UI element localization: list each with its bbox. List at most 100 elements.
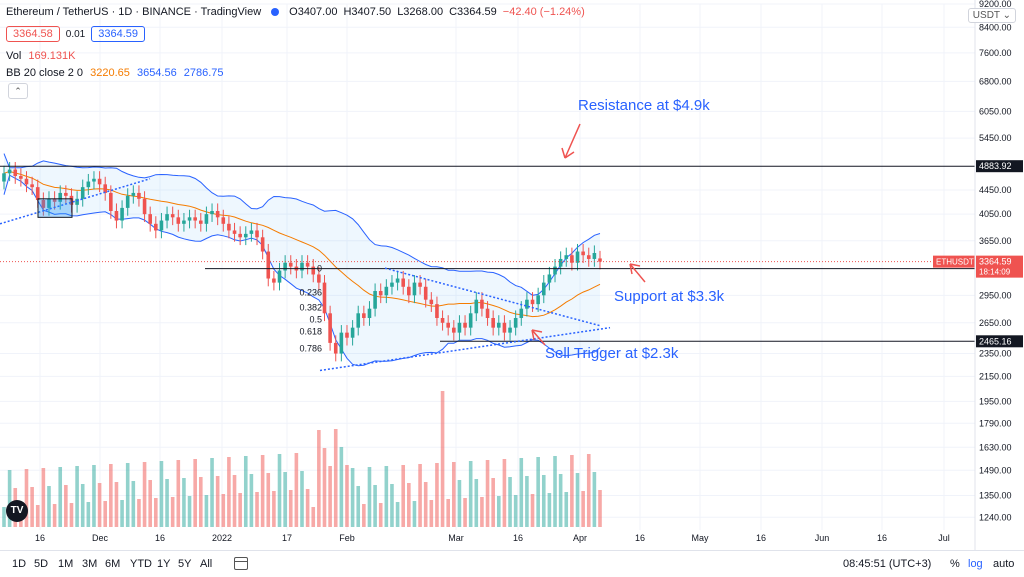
price-tick-label: 4450.00 (979, 185, 1012, 195)
volume-bar (210, 458, 214, 527)
time-tick-label: 17 (282, 533, 292, 543)
candle-body (530, 299, 535, 305)
volume-bar (547, 493, 552, 527)
vol-value: 169.131K (28, 50, 76, 62)
ohlc-change: −42.40 (−1.24%) (502, 6, 585, 18)
tf-5y[interactable]: 5Y (178, 558, 192, 570)
volume-bar (193, 459, 197, 527)
volume-bar (339, 447, 344, 527)
volume-bar (300, 471, 304, 527)
symbol-title[interactable]: Ethereum / TetherUS · 1D · BINANCE · Tra… (6, 6, 262, 18)
time-tick-label: 16 (513, 533, 523, 543)
auto-toggle[interactable]: auto (993, 558, 1015, 570)
candle-body (109, 192, 113, 212)
sell-trigger-price-label: 2465.16 (979, 336, 1012, 346)
last-price-box (976, 255, 1023, 278)
time-tick-label: Apr (573, 533, 587, 543)
candle-body (131, 192, 136, 196)
tf-ytd[interactable]: YTD (130, 558, 152, 570)
tf-1y[interactable]: 1Y (157, 558, 171, 570)
tf-1m[interactable]: 1M (58, 558, 74, 570)
volume-bar (148, 480, 152, 527)
market-status-icon (271, 8, 280, 16)
tf-1d[interactable]: 1D (12, 558, 27, 570)
percent-toggle[interactable]: % (950, 558, 960, 570)
price-chart[interactable]: ETHUSDT 0 0.236 0.382 0.5 0.618 0.786 9200.00 8… (0, 0, 1024, 550)
volume-indicator-legend[interactable]: Vol 169.131K (6, 50, 75, 62)
volume-bar (198, 477, 203, 527)
resistance-annotation: Resistance at $4.9k (578, 97, 710, 114)
tf-3m[interactable]: 3M (82, 558, 98, 570)
clock[interactable]: 08:45:51 (UTC+3) (843, 558, 932, 570)
volume-bar (80, 484, 85, 527)
volume-bar (142, 462, 147, 527)
sell-price-button[interactable]: 3364.58 (6, 26, 60, 42)
candle-body (35, 187, 40, 200)
candle-body (581, 251, 585, 256)
currency-select[interactable]: USDT ⌄ (967, 8, 1016, 23)
candle-body (395, 278, 400, 283)
candle-body (125, 195, 130, 208)
volume-bar (333, 429, 338, 527)
candle-body (468, 313, 473, 328)
tradingview-logo[interactable]: TV (6, 500, 28, 522)
candle-body (547, 274, 552, 283)
volume-bar (243, 456, 248, 527)
volume-bar (69, 503, 74, 527)
candle-body (255, 230, 259, 238)
volume-bar (176, 460, 181, 527)
collapse-legend-button[interactable]: ⌃ (8, 83, 28, 99)
tf-all[interactable]: All (200, 558, 213, 570)
volume-bar (221, 494, 226, 527)
sell-arrow-icon (531, 329, 546, 346)
candle-body (193, 217, 197, 221)
price-tick-label: 1790.00 (979, 418, 1012, 428)
tf-5d[interactable]: 5D (34, 558, 49, 570)
tf-6m[interactable]: 6M (105, 558, 121, 570)
descending-trendline (384, 267, 601, 327)
bb-lower: 2786.75 (183, 67, 224, 79)
ascending-trendline (319, 326, 611, 372)
volume-bar (480, 497, 484, 527)
candle-body (159, 220, 164, 231)
volume-bar (525, 476, 529, 527)
volume-bar (570, 455, 574, 527)
buy-price-button[interactable]: 3364.59 (91, 26, 145, 42)
volume-bar (227, 457, 231, 527)
price-tick-label: 2150.00 (979, 371, 1012, 381)
volume-bar (418, 464, 422, 527)
candle-body (423, 286, 428, 300)
candle-body (367, 308, 372, 318)
candle-body (356, 313, 361, 328)
candle-body (333, 342, 338, 354)
volume-bar (272, 491, 276, 527)
volume-bar (508, 477, 512, 527)
bb-indicator-legend[interactable]: BB 20 close 2 0 3220.65 3654.56 2786.75 (6, 67, 224, 79)
volume-bar (564, 492, 569, 527)
price-tick-label: 7600.00 (979, 48, 1012, 58)
volume-bar (513, 495, 518, 527)
price-tick-label: 1350.00 (979, 491, 1012, 501)
candle-body (513, 317, 518, 328)
bb-upper: 3654.56 (136, 67, 177, 79)
symbol-label-bg (933, 255, 975, 268)
bb-label: BB 20 close 2 0 (6, 67, 84, 79)
candle-body (446, 322, 450, 328)
sell-trigger-annotation: Sell Trigger at $2.3k (545, 345, 679, 362)
candle-body (80, 187, 85, 199)
volume-bar (575, 473, 580, 527)
candle-body (362, 313, 366, 318)
candle-body (154, 223, 158, 231)
calendar-icon[interactable] (234, 557, 248, 570)
log-toggle[interactable]: log (968, 558, 983, 570)
candle-body (52, 198, 57, 202)
candle-body (564, 255, 569, 259)
support-arrow-icon (629, 263, 646, 283)
bb-upper-line (3, 153, 601, 296)
resistance-arrow-icon (561, 123, 581, 159)
candle-body (401, 278, 406, 287)
drawings: ETHUSDT 0 0.236 0.382 0.5 0.618 0.786 (0, 123, 975, 372)
price-tick-label: 5450.00 (979, 133, 1012, 143)
candle-body (541, 282, 546, 296)
volume-bar (592, 472, 597, 527)
